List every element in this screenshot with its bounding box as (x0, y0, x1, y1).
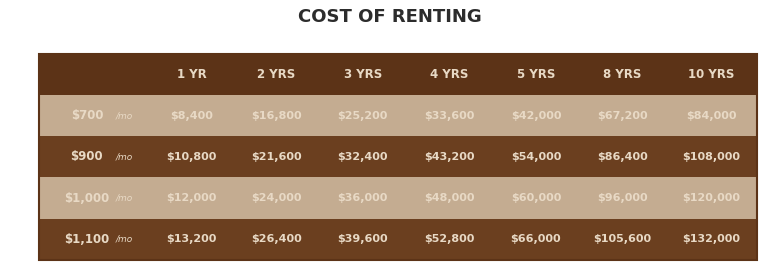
Bar (151, 54, 233, 95)
Bar (580, 136, 666, 177)
Bar (406, 177, 493, 219)
Bar (39, 136, 151, 177)
Text: $24,000: $24,000 (251, 193, 301, 203)
Text: /mo: /mo (116, 193, 133, 203)
Bar (39, 219, 151, 260)
Text: $1,000: $1,000 (64, 192, 109, 204)
Bar (39, 54, 151, 95)
Text: $13,200: $13,200 (166, 234, 217, 244)
Bar (666, 219, 757, 260)
Bar (493, 95, 580, 136)
Text: $84,000: $84,000 (686, 110, 736, 121)
Text: $33,600: $33,600 (424, 110, 474, 121)
Bar (320, 219, 406, 260)
Text: $67,200: $67,200 (597, 110, 648, 121)
Bar (233, 95, 320, 136)
Text: /mo: /mo (116, 152, 133, 161)
Text: 8 YRS: 8 YRS (604, 68, 642, 81)
Bar (406, 95, 493, 136)
Bar (666, 177, 757, 219)
Text: $52,800: $52,800 (424, 234, 474, 244)
Text: 1 YR: 1 YR (177, 68, 207, 81)
Text: $700: $700 (71, 109, 103, 122)
Text: 10 YRS: 10 YRS (688, 68, 735, 81)
Bar (580, 177, 666, 219)
Bar (666, 136, 757, 177)
Bar (233, 177, 320, 219)
Bar (151, 95, 233, 136)
Bar (151, 136, 233, 177)
Bar (580, 54, 666, 95)
Text: 5 YRS: 5 YRS (517, 68, 555, 81)
Text: COST OF RENTING: COST OF RENTING (298, 8, 482, 26)
Bar (580, 219, 666, 260)
Text: $105,600: $105,600 (594, 234, 651, 244)
Bar (233, 219, 320, 260)
Text: $39,600: $39,600 (338, 234, 388, 244)
Text: 2 YRS: 2 YRS (257, 68, 296, 81)
Text: 3 YRS: 3 YRS (344, 68, 382, 81)
Bar (151, 177, 233, 219)
Bar (151, 219, 233, 260)
Bar (493, 54, 580, 95)
Bar (39, 95, 151, 136)
Text: $132,000: $132,000 (682, 234, 740, 244)
Bar (233, 54, 320, 95)
Bar (233, 136, 320, 177)
Bar (320, 136, 406, 177)
Bar (406, 219, 493, 260)
Text: $900: $900 (70, 150, 103, 163)
Bar (320, 177, 406, 219)
Text: $42,000: $42,000 (511, 110, 561, 121)
Text: $12,000: $12,000 (166, 193, 217, 203)
Bar (320, 54, 406, 95)
Bar (406, 54, 493, 95)
Text: $26,400: $26,400 (250, 234, 302, 244)
Text: $108,000: $108,000 (682, 152, 740, 162)
Bar (39, 177, 151, 219)
Text: $60,000: $60,000 (511, 193, 561, 203)
Text: /mo: /mo (116, 235, 133, 244)
Bar (493, 177, 580, 219)
Text: $96,000: $96,000 (597, 193, 648, 203)
Text: $54,000: $54,000 (511, 152, 561, 162)
Bar (666, 95, 757, 136)
Bar (39, 54, 757, 260)
Text: $32,400: $32,400 (338, 152, 388, 162)
Text: $36,000: $36,000 (338, 193, 388, 203)
Bar (493, 219, 580, 260)
Text: $21,600: $21,600 (251, 152, 301, 162)
Bar (666, 54, 757, 95)
Text: $16,800: $16,800 (251, 110, 301, 121)
Text: $1,100: $1,100 (64, 233, 109, 246)
Bar (320, 95, 406, 136)
Text: 4 YRS: 4 YRS (430, 68, 469, 81)
Text: $8,400: $8,400 (170, 110, 213, 121)
Text: $25,200: $25,200 (338, 110, 388, 121)
Text: $10,800: $10,800 (166, 152, 217, 162)
Text: /mo: /mo (116, 111, 133, 120)
Text: $43,200: $43,200 (424, 152, 474, 162)
Bar (406, 136, 493, 177)
Text: $48,000: $48,000 (424, 193, 474, 203)
Text: $120,000: $120,000 (682, 193, 740, 203)
Bar (493, 136, 580, 177)
Text: $86,400: $86,400 (597, 152, 648, 162)
Text: $66,000: $66,000 (511, 234, 562, 244)
Bar (580, 95, 666, 136)
